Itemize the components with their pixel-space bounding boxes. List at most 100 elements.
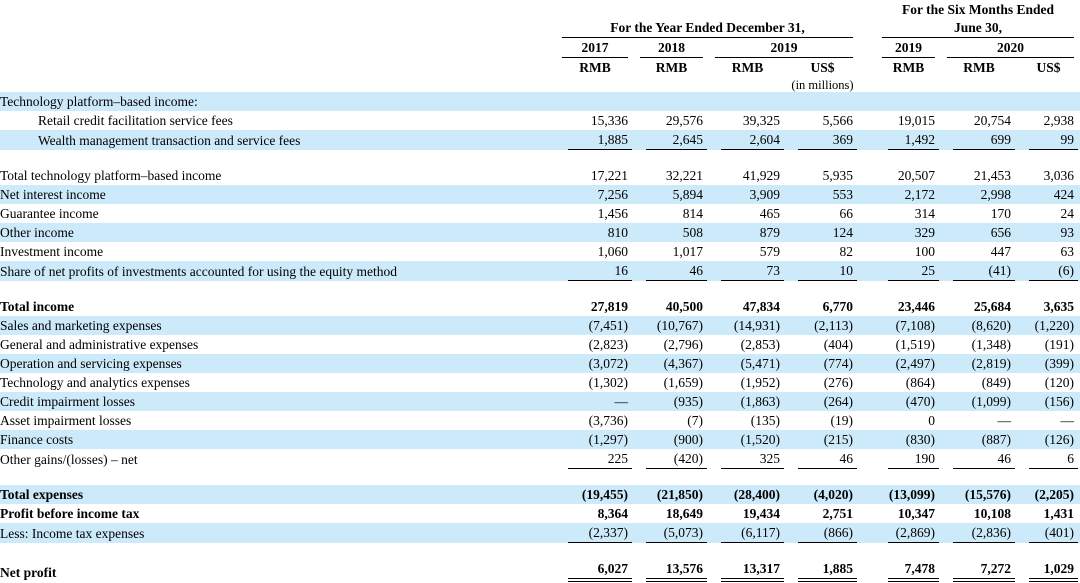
value-cell: 40,500 bbox=[665, 299, 703, 314]
table-row: Profit before income tax 8,364 18,649 19,43… bbox=[0, 504, 1080, 523]
value-cell: (7) bbox=[687, 413, 703, 428]
value-cell: — bbox=[997, 413, 1012, 428]
value-cell: (849) bbox=[981, 375, 1011, 390]
column-group-gap bbox=[859, 316, 876, 335]
value-cell: (13,099) bbox=[888, 487, 935, 502]
value-cell: (8,620) bbox=[971, 318, 1011, 333]
row-label: Asset impairment losses bbox=[0, 413, 132, 428]
table-row: Sales and marketing expenses (7,451) (10,7… bbox=[0, 316, 1080, 335]
value-cell: 6,770 bbox=[822, 299, 853, 314]
value-cell bbox=[709, 92, 786, 111]
value-cell: 7,272 bbox=[941, 559, 1017, 582]
row-label: Less: Income tax expenses bbox=[0, 526, 145, 541]
value-cell: (1,863) bbox=[740, 394, 780, 409]
value-cell: (1,302) bbox=[588, 375, 628, 390]
value-cell: (120) bbox=[1044, 375, 1075, 390]
spacer-row bbox=[0, 469, 1080, 485]
value-cell: 5,566 bbox=[822, 113, 853, 128]
value-cell: (10,767) bbox=[656, 318, 703, 333]
row-label: Retail credit facilitation service fees bbox=[38, 113, 233, 128]
value-cell: 16 bbox=[556, 261, 634, 281]
currency-label: RMB bbox=[731, 60, 764, 75]
column-group-gap bbox=[859, 38, 876, 58]
row-label: Other income bbox=[0, 225, 74, 240]
table-row: Net profit 6,027 13,576 13,317 1,885 7,478 7,2… bbox=[0, 559, 1080, 582]
value-cell: (264) bbox=[823, 394, 853, 409]
value-cell: 170 bbox=[990, 206, 1011, 221]
value-cell: 73 bbox=[709, 261, 786, 281]
value-cell: 124 bbox=[832, 225, 853, 240]
value-cell: 1,029 bbox=[1017, 559, 1080, 582]
value-cell: 1,431 bbox=[1043, 506, 1075, 521]
column-group-gap bbox=[859, 18, 876, 38]
value-cell: 10,347 bbox=[897, 506, 935, 521]
header-row-period-top: For the Six Months Ended bbox=[0, 0, 1080, 18]
value-cell: 465 bbox=[759, 206, 780, 221]
year-2019: 2019 bbox=[715, 38, 853, 58]
value-cell: (7,451) bbox=[588, 318, 628, 333]
value-cell: 39,325 bbox=[742, 113, 780, 128]
value-cell bbox=[786, 92, 859, 111]
value-cell: 225 bbox=[556, 449, 634, 469]
value-cell: 2,998 bbox=[980, 187, 1011, 202]
header-row-period: For the Year Ended December 31, June 30, bbox=[0, 18, 1080, 38]
column-group-gap bbox=[859, 559, 876, 582]
value-cell: (900) bbox=[673, 432, 703, 447]
value-cell: (1,220) bbox=[1034, 318, 1075, 333]
column-group-gap bbox=[859, 392, 876, 411]
value-cell: (1,519) bbox=[895, 337, 935, 352]
column-group-gap bbox=[859, 523, 876, 543]
value-cell: (935) bbox=[673, 394, 703, 409]
spacer-row bbox=[0, 150, 1080, 166]
currency-label: US$ bbox=[810, 60, 835, 75]
value-cell: 6,027 bbox=[556, 559, 634, 582]
value-cell: (6) bbox=[1017, 261, 1080, 281]
value-cell: 18,649 bbox=[665, 506, 703, 521]
value-cell: 1,060 bbox=[597, 244, 628, 259]
value-cell: 41,929 bbox=[742, 168, 780, 183]
spacer-row bbox=[0, 281, 1080, 297]
value-cell: (864) bbox=[905, 375, 935, 390]
value-cell: 814 bbox=[682, 206, 703, 221]
value-cell: (4,020) bbox=[813, 487, 853, 502]
column-group-gap bbox=[859, 242, 876, 261]
table-body: Technology platform–based income: Retail … bbox=[0, 92, 1080, 582]
column-group-gap bbox=[859, 373, 876, 392]
value-cell: (41) bbox=[941, 261, 1017, 281]
value-cell: (2,853) bbox=[740, 337, 780, 352]
value-cell: (1,297) bbox=[588, 432, 628, 447]
currency-label: RMB bbox=[963, 60, 995, 75]
value-cell: (2,819) bbox=[971, 356, 1011, 371]
value-cell: 325 bbox=[709, 449, 786, 469]
column-group-gap bbox=[859, 354, 876, 373]
column-group-gap bbox=[859, 261, 876, 281]
column-group-gap bbox=[859, 185, 876, 204]
value-cell: (14,931) bbox=[733, 318, 780, 333]
value-cell: (2,337) bbox=[556, 523, 634, 543]
column-group-gap bbox=[859, 58, 876, 77]
value-cell: 5,894 bbox=[672, 187, 703, 202]
table-row: Guarantee income 1,456 814 465 66 314 170 24 bbox=[0, 204, 1080, 223]
value-cell: 7,478 bbox=[876, 559, 941, 582]
value-cell: (5,471) bbox=[740, 356, 780, 371]
value-cell: 47,834 bbox=[742, 299, 780, 314]
year-2018: 2018 bbox=[640, 38, 703, 58]
table-row: Technology platform–based income: bbox=[0, 92, 1080, 111]
value-cell: (126) bbox=[1044, 432, 1075, 447]
six-months-header-line1: For the Six Months Ended bbox=[901, 2, 1055, 17]
value-cell: 23,446 bbox=[897, 299, 935, 314]
column-group-gap bbox=[859, 335, 876, 354]
value-cell: (4,367) bbox=[663, 356, 703, 371]
column-group-gap bbox=[859, 297, 876, 316]
row-label: Profit before income tax bbox=[0, 506, 140, 521]
value-cell: 1,492 bbox=[876, 130, 941, 150]
value-cell bbox=[556, 92, 634, 111]
value-cell: 19,434 bbox=[742, 506, 780, 521]
table-row: Technology and analytics expenses (1,302)… bbox=[0, 373, 1080, 392]
value-cell bbox=[876, 92, 941, 111]
table-header: For the Six Months Ended For the Year En… bbox=[0, 0, 1080, 92]
spacer-row bbox=[0, 543, 1080, 559]
value-cell: 63 bbox=[1060, 244, 1075, 259]
value-cell: (404) bbox=[823, 337, 853, 352]
value-cell: 20,507 bbox=[897, 168, 935, 183]
